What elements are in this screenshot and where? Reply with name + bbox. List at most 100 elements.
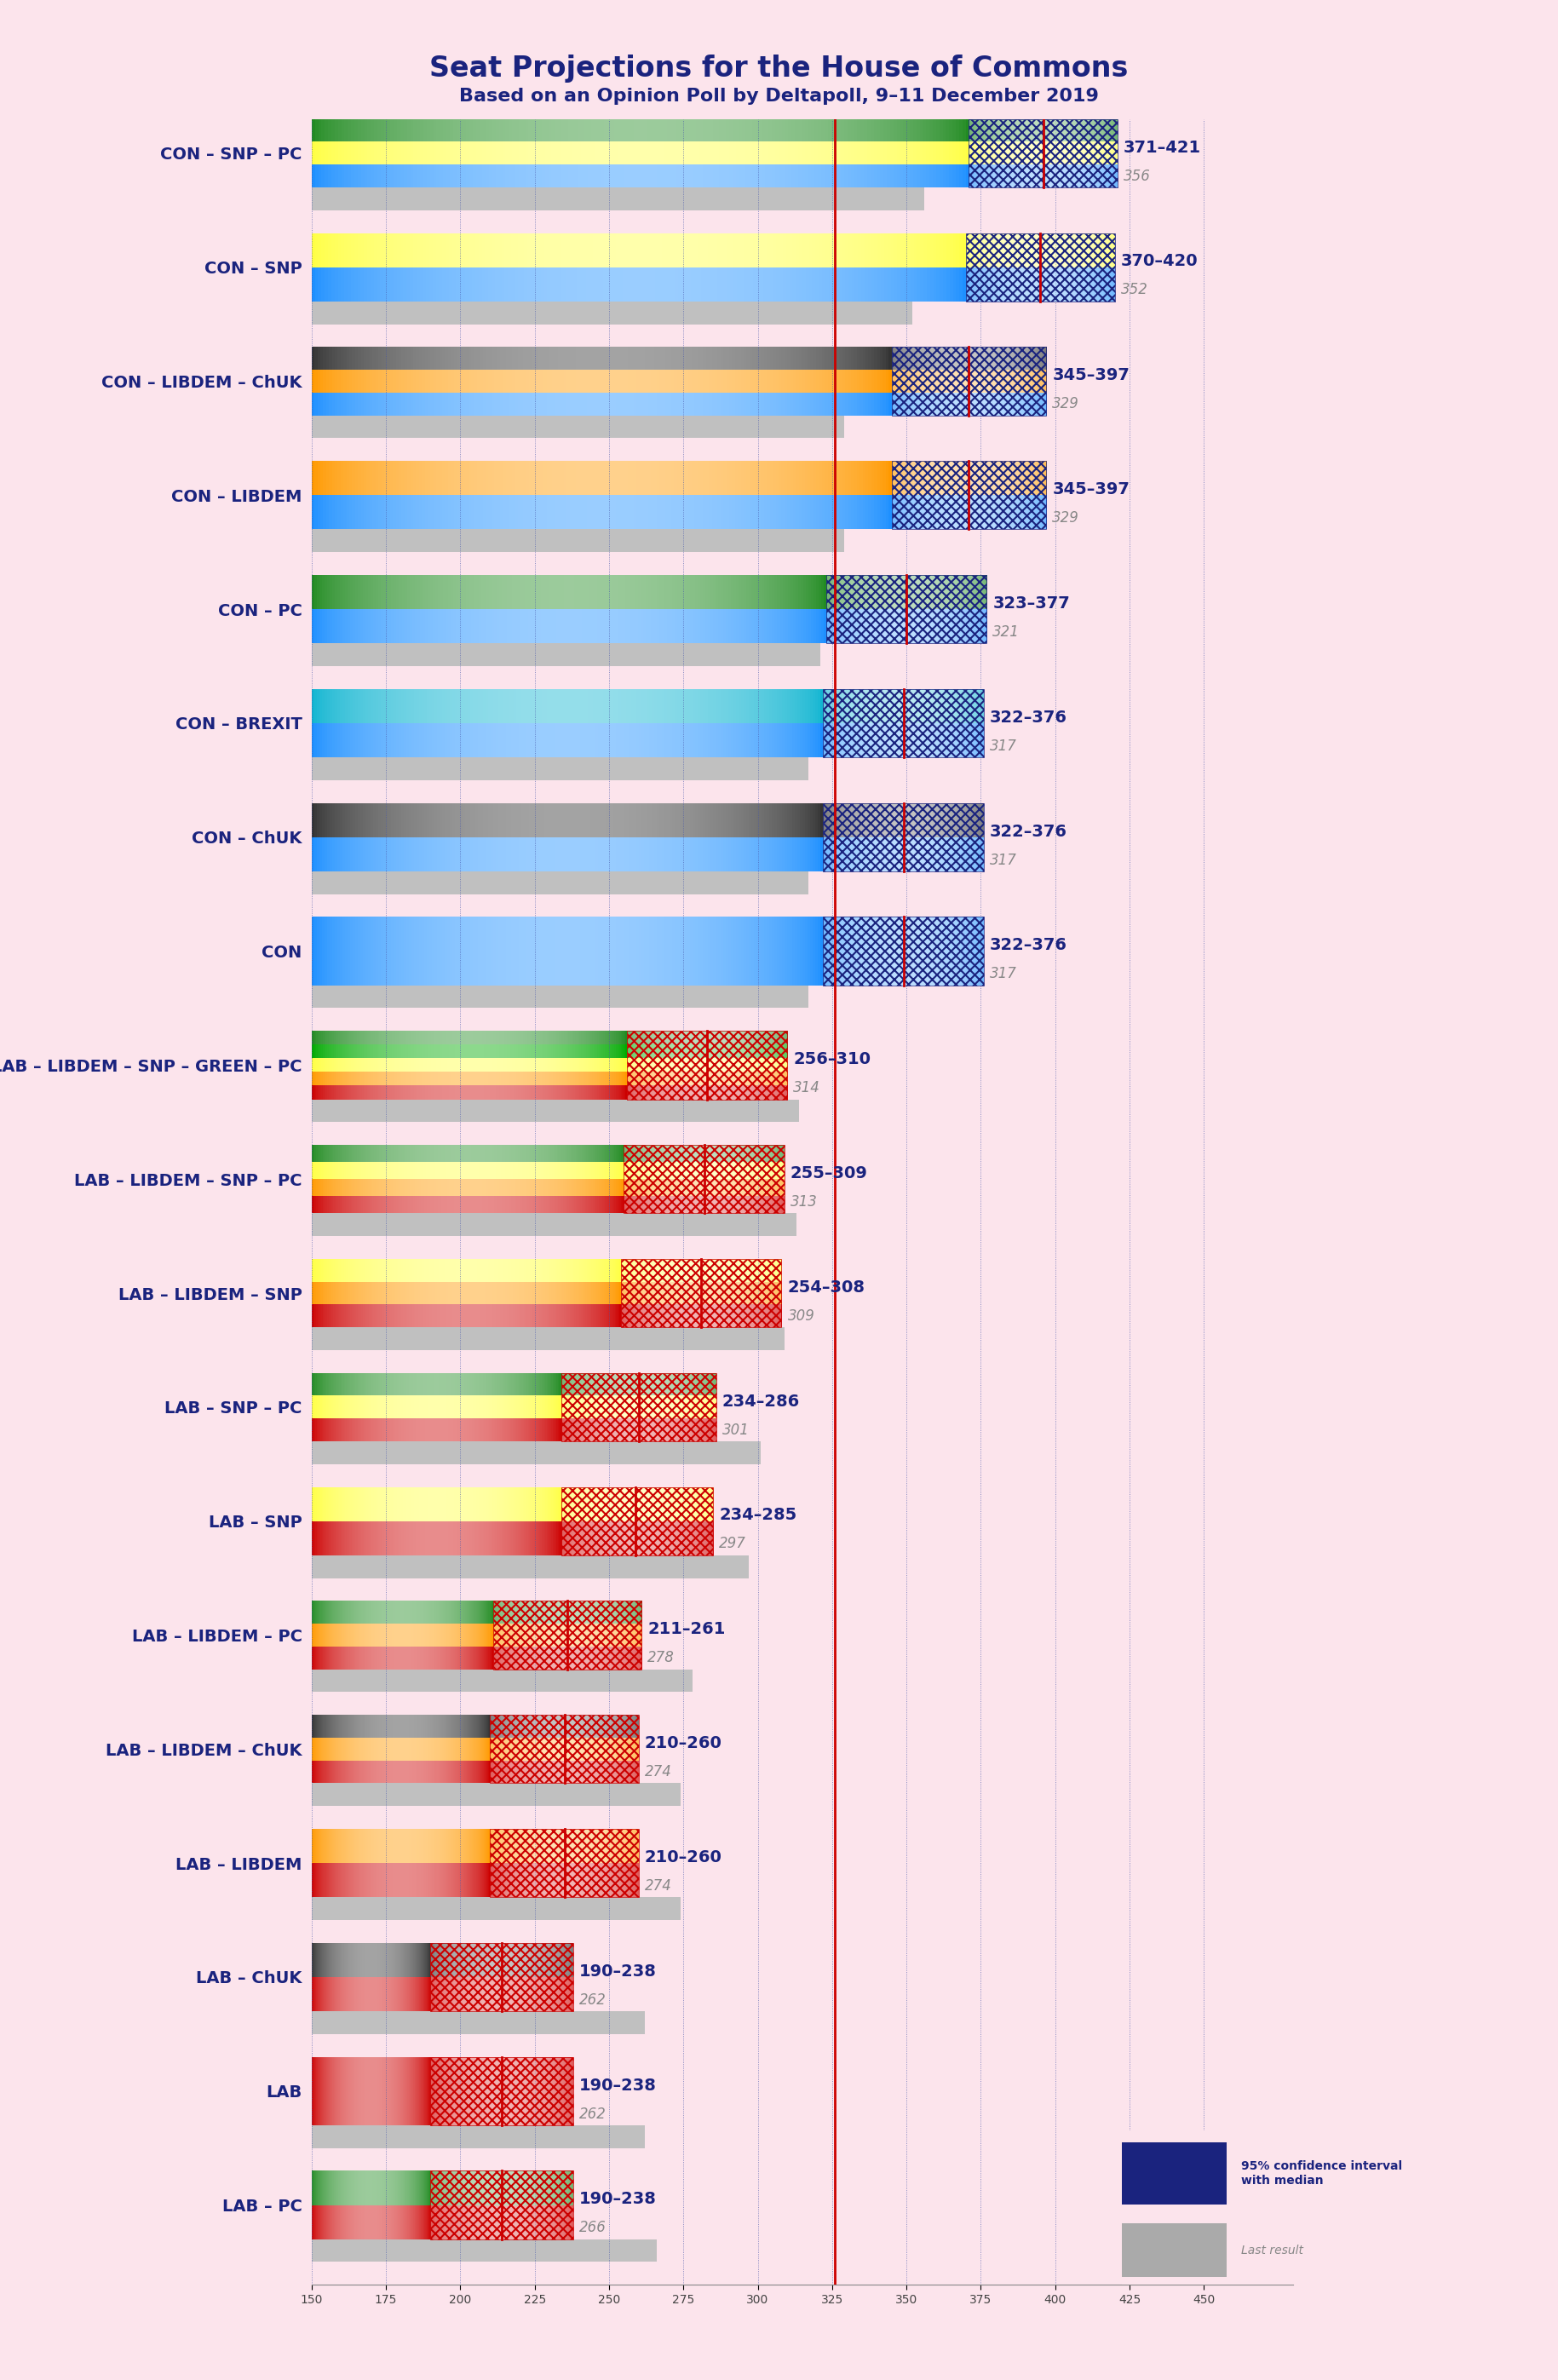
Bar <box>572 1059 573 1071</box>
Bar <box>452 838 455 871</box>
Bar <box>399 495 402 528</box>
Bar <box>946 233 950 267</box>
Bar <box>330 1197 332 1214</box>
Bar <box>474 576 477 609</box>
Bar <box>567 1178 570 1197</box>
Bar <box>430 916 432 985</box>
Bar <box>361 1059 365 1071</box>
Bar <box>365 1161 366 1178</box>
Bar <box>413 1259 414 1283</box>
Bar <box>495 267 499 302</box>
Bar <box>767 724 770 757</box>
Bar <box>361 1145 363 1161</box>
Bar <box>340 1085 341 1100</box>
Bar <box>615 576 619 609</box>
Bar <box>580 233 583 267</box>
Bar <box>651 462 654 495</box>
Bar <box>617 1045 619 1059</box>
Bar <box>619 802 622 838</box>
Bar <box>774 688 777 724</box>
Bar <box>704 267 707 302</box>
Bar <box>472 724 475 757</box>
Bar <box>360 1031 363 1045</box>
Bar <box>606 1283 608 1304</box>
Bar <box>668 347 671 369</box>
Bar <box>834 393 837 416</box>
Bar <box>319 1031 321 1045</box>
Bar <box>690 802 693 838</box>
Bar <box>316 838 319 871</box>
Bar <box>503 1031 506 1045</box>
Bar <box>427 1259 430 1283</box>
Bar <box>662 838 665 871</box>
Bar <box>587 724 590 757</box>
Bar <box>449 1283 452 1304</box>
Bar <box>609 1304 611 1328</box>
Bar <box>788 609 790 643</box>
Bar <box>605 347 608 369</box>
Bar <box>472 1259 474 1283</box>
Bar <box>612 1059 614 1071</box>
Bar <box>922 164 927 188</box>
Bar <box>550 916 553 985</box>
Bar <box>556 1283 558 1304</box>
Bar <box>372 802 375 838</box>
Bar <box>410 1283 411 1304</box>
Bar <box>930 164 933 188</box>
Bar <box>375 576 379 609</box>
Bar <box>418 1304 419 1328</box>
Bar <box>337 1145 338 1161</box>
Bar <box>441 1031 442 1045</box>
Bar <box>603 1259 605 1283</box>
Bar <box>706 724 709 757</box>
Bar <box>312 576 315 609</box>
Bar <box>788 576 790 609</box>
Bar <box>517 1145 519 1161</box>
Bar <box>838 267 841 302</box>
Bar <box>390 393 393 416</box>
Bar <box>388 1161 390 1178</box>
Bar <box>469 1259 471 1283</box>
Bar <box>466 119 469 143</box>
Bar <box>483 916 486 985</box>
Bar <box>397 1259 399 1283</box>
Bar <box>513 1304 514 1328</box>
Bar <box>511 369 514 393</box>
Bar <box>388 688 391 724</box>
Bar <box>489 609 492 643</box>
Bar <box>561 267 564 302</box>
Bar <box>511 1145 513 1161</box>
Bar <box>690 838 693 871</box>
Bar <box>509 369 513 393</box>
Bar <box>804 119 809 143</box>
Bar <box>430 1161 432 1178</box>
Bar <box>418 1178 419 1197</box>
Bar <box>499 724 502 757</box>
Bar <box>670 802 673 838</box>
Bar <box>578 1145 581 1161</box>
Bar <box>407 369 410 393</box>
Bar <box>358 1259 360 1283</box>
Bar <box>340 1178 341 1197</box>
Bar <box>333 1031 335 1045</box>
Bar <box>530 1045 531 1059</box>
Bar <box>485 1304 486 1328</box>
Bar <box>675 802 678 838</box>
Bar <box>405 1197 407 1214</box>
Bar <box>326 1045 327 1059</box>
Bar <box>335 462 338 495</box>
Bar <box>453 1059 455 1071</box>
Bar <box>584 119 587 143</box>
Bar <box>801 576 804 609</box>
Bar <box>848 233 852 267</box>
Bar <box>654 393 657 416</box>
Bar <box>623 802 626 838</box>
Bar <box>746 802 749 838</box>
Bar <box>628 143 631 164</box>
Bar <box>729 916 731 985</box>
Bar <box>597 1045 598 1059</box>
Bar <box>380 724 383 757</box>
Bar <box>614 916 617 985</box>
Bar <box>410 119 414 143</box>
Bar <box>520 609 523 643</box>
